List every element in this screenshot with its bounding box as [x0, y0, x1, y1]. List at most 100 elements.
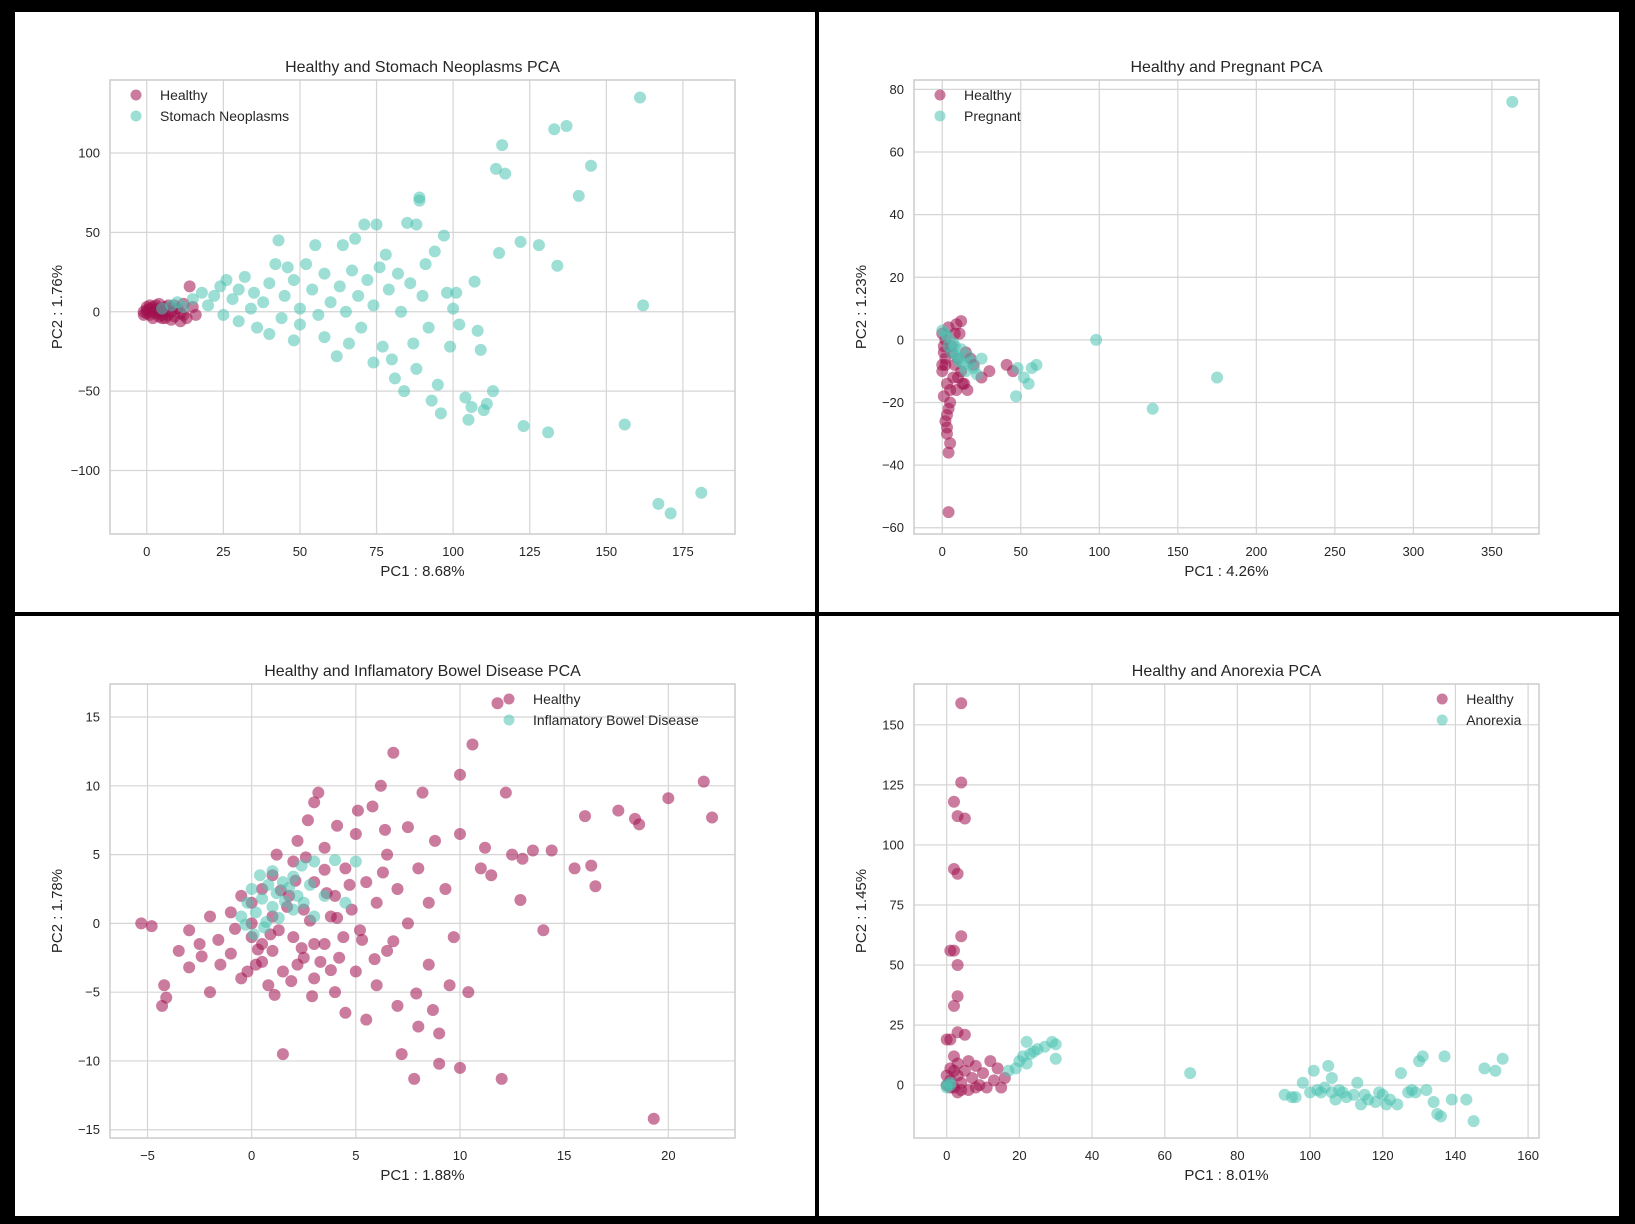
data-point	[260, 916, 273, 929]
data-point	[374, 779, 387, 792]
data-point	[422, 896, 435, 909]
data-point	[479, 841, 491, 854]
data-point	[1010, 390, 1023, 403]
data-point	[385, 353, 398, 366]
data-point	[229, 922, 241, 935]
x-tick-label: 20	[1012, 1148, 1026, 1163]
data-point	[356, 933, 369, 946]
scatter-chart: −5 0 5 10 15 20 −15 −10 −5 0 5 10 15 Healthy and Infl…	[49, 663, 736, 1184]
legend-marker	[1436, 693, 1448, 705]
data-point	[433, 1027, 446, 1040]
data-point	[454, 827, 466, 840]
data-point	[189, 308, 202, 321]
data-point	[287, 931, 300, 944]
x-tick-label: 10	[453, 1148, 467, 1163]
plot-frame	[913, 79, 1540, 535]
series-healthy	[940, 697, 1011, 1099]
data-point	[514, 893, 527, 906]
data-point	[232, 283, 245, 296]
data-point	[970, 368, 983, 381]
data-point	[404, 277, 417, 290]
data-point	[336, 239, 349, 252]
series-anorexia	[940, 1035, 1509, 1128]
data-point	[295, 942, 308, 955]
data-point	[958, 1028, 971, 1041]
data-point	[266, 865, 279, 878]
data-point	[585, 159, 598, 172]
data-point	[568, 862, 581, 875]
legend-marker	[503, 714, 515, 726]
data-point	[426, 1004, 439, 1017]
data-point	[419, 258, 432, 271]
data-point	[437, 229, 450, 242]
data-point	[1347, 1088, 1360, 1101]
data-point	[224, 906, 237, 919]
x-tick-label: 250	[1324, 544, 1346, 559]
data-point	[471, 324, 484, 337]
legend-label: Healthy	[160, 87, 207, 103]
data-point	[493, 247, 506, 260]
x-tick-label: −5	[140, 1148, 155, 1163]
data-point	[936, 358, 949, 371]
data-point	[422, 958, 435, 971]
data-point	[955, 930, 968, 943]
data-point	[308, 910, 321, 923]
data-point	[360, 876, 373, 889]
data-point	[647, 1112, 660, 1125]
data-point	[955, 697, 968, 710]
data-point	[395, 305, 408, 318]
data-point	[349, 827, 362, 840]
data-point	[220, 274, 233, 287]
data-point	[183, 924, 196, 937]
data-point	[287, 903, 300, 916]
data-point	[329, 854, 341, 867]
y-tick-label: 80	[890, 82, 904, 97]
y-axis-label: PC2 : 1.78%	[49, 869, 66, 953]
data-point	[955, 776, 968, 789]
data-point	[425, 394, 438, 407]
data-point	[453, 318, 466, 331]
data-point	[137, 308, 150, 321]
data-point	[1409, 1086, 1422, 1099]
scatter-chart: 0 50 100 150 200 250 300 350 −60 −40 −20 0 20 40 60 80 H…	[853, 59, 1540, 580]
data-point	[391, 267, 404, 280]
data-point	[1427, 1095, 1440, 1108]
legend-marker	[503, 693, 515, 705]
data-point	[145, 920, 158, 933]
data-point	[387, 746, 400, 759]
data-point	[291, 834, 304, 847]
x-tick-label: 100	[1299, 1148, 1321, 1163]
legend: Healthy Stomach Neoplasms	[130, 87, 289, 124]
data-point	[951, 959, 964, 972]
series-stomach-neoplasms	[156, 91, 708, 520]
x-tick-label: 50	[293, 544, 307, 559]
data-point	[532, 239, 545, 252]
data-point	[309, 239, 322, 252]
data-point	[944, 396, 957, 409]
panel-pregnant: 0 50 100 150 200 250 300 350 −60 −40 −20 0 20 40 60 80 H…	[819, 12, 1619, 612]
data-point	[391, 999, 404, 1012]
x-tick-label: 0	[943, 1148, 950, 1163]
data-point	[318, 889, 331, 902]
data-point	[496, 139, 509, 152]
data-point	[244, 302, 257, 315]
data-point	[330, 350, 343, 363]
data-point	[1049, 1038, 1062, 1051]
data-point	[308, 972, 321, 985]
data-point	[1027, 1045, 1040, 1058]
data-point	[208, 289, 221, 302]
data-point	[942, 506, 955, 519]
data-point	[542, 426, 555, 439]
data-point	[382, 283, 395, 296]
data-point	[1307, 1064, 1320, 1077]
data-point	[1022, 377, 1035, 390]
data-point	[177, 301, 190, 313]
data-point	[351, 804, 364, 817]
data-point	[263, 277, 276, 290]
data-point	[376, 866, 389, 879]
data-point	[1146, 402, 1159, 415]
data-point	[339, 896, 352, 909]
data-point	[551, 259, 564, 272]
legend-marker	[130, 89, 142, 101]
data-point	[146, 312, 159, 325]
